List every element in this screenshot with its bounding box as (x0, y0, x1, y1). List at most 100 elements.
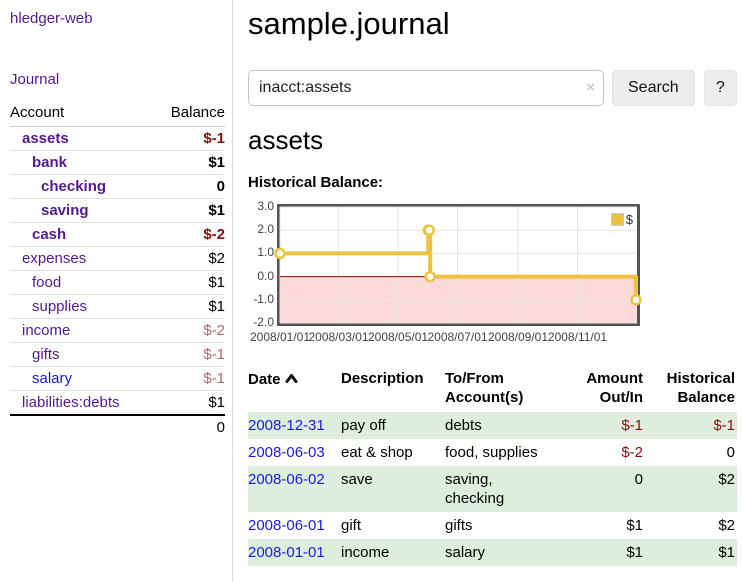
account-balance: 0 (154, 175, 225, 199)
transaction-date-link[interactable]: 2008-01-01 (248, 544, 325, 561)
date-column-header[interactable]: Date (248, 366, 341, 412)
x-axis-tick-label: 2008/03/01 (308, 330, 368, 344)
transaction-balance: $1 (645, 539, 737, 566)
account-link-assets[interactable]: assets (22, 130, 69, 147)
search-bar: × Search ? (248, 70, 737, 106)
account-row: salary $-1 (10, 367, 225, 391)
x-axis-tick-label: 2008/11/01 (548, 330, 607, 344)
account-heading: assets (248, 125, 737, 156)
transaction-amount: $1 (560, 512, 645, 539)
account-link-cash[interactable]: cash (32, 226, 66, 243)
balance-column-header: Historical Balance (645, 366, 737, 412)
transaction-amount: $-2 (560, 439, 645, 466)
accounts-total-row: 0 (10, 415, 225, 439)
account-link-income[interactable]: income (22, 322, 70, 339)
transaction-description: save (341, 466, 445, 512)
main-content: sample.journal × Search ? assets Histori… (234, 0, 742, 582)
transaction-balance: $-1 (645, 412, 737, 439)
transaction-amount: 0 (560, 466, 645, 512)
register-row: 2008-06-01 gift gifts $1 $2 (248, 512, 737, 539)
y-axis-tick-label: 2.0 (248, 222, 274, 236)
account-balance: $1 (154, 295, 225, 319)
balance-chart: 3.02.01.00.0-1.0-2.0 $ 2008/01/012008/03… (248, 204, 737, 346)
account-row: supplies $1 (10, 295, 225, 319)
x-axis-tick-label: 2008/07/01 (427, 330, 487, 344)
search-button[interactable]: Search (612, 70, 695, 106)
chart-canvas (280, 207, 637, 323)
register-row: 2008-06-02 save saving, checking 0 $2 (248, 466, 737, 512)
chart-title: Historical Balance: (248, 174, 737, 191)
y-axis-tick-label: 1.0 (248, 245, 274, 259)
transaction-description: eat & shop (341, 439, 445, 466)
transaction-amount: $-1 (560, 412, 645, 439)
account-link-gifts[interactable]: gifts (32, 346, 60, 363)
transaction-date-link[interactable]: 2008-06-03 (248, 444, 325, 461)
x-axis-tick-label: 2008/09/01 (488, 330, 548, 344)
account-balance: $-1 (154, 367, 225, 391)
description-column-header: Description (341, 366, 445, 412)
account-row: saving $1 (10, 199, 225, 223)
account-row: gifts $-1 (10, 343, 225, 367)
y-axis-tick-label: -2.0 (248, 315, 274, 329)
app-title-link[interactable]: hledger-web (10, 10, 93, 27)
account-link-bank[interactable]: bank (32, 154, 67, 171)
chart-plot: $ (277, 204, 640, 326)
accounts-column-header: Account (10, 102, 154, 127)
transaction-description: pay off (341, 412, 445, 439)
account-balance: $1 (154, 199, 225, 223)
account-row: bank $1 (10, 151, 225, 175)
transaction-date-link[interactable]: 2008-12-31 (248, 417, 325, 434)
register-row: 2008-12-31 pay off debts $-1 $-1 (248, 412, 737, 439)
account-link-checking[interactable]: checking (41, 178, 106, 195)
transaction-accounts: food, supplies (445, 439, 560, 466)
account-row: expenses $2 (10, 247, 225, 271)
account-row: liabilities:debts $1 (10, 391, 225, 416)
transaction-balance: $2 (645, 466, 737, 512)
search-input[interactable] (248, 70, 604, 106)
amount-column-header: Amount Out/In (560, 366, 645, 412)
clear-search-icon[interactable]: × (586, 79, 595, 96)
transaction-accounts: saving, checking (445, 466, 560, 512)
account-link-liabilities-debts[interactable]: liabilities:debts (22, 394, 120, 411)
sidebar-item-journal[interactable]: Journal (10, 71, 59, 88)
transaction-accounts: gifts (445, 512, 560, 539)
account-row: income $-2 (10, 319, 225, 343)
accounts-total-value: 0 (154, 415, 225, 439)
account-link-food[interactable]: food (32, 274, 61, 291)
help-button[interactable]: ? (704, 70, 737, 106)
y-axis-tick-label: -1.0 (248, 292, 274, 306)
account-link-expenses[interactable]: expenses (22, 250, 86, 267)
x-axis-tick-label: 2008/01/01 (250, 330, 310, 344)
register-row: 2008-06-03 eat & shop food, supplies $-2… (248, 439, 737, 466)
account-balance: $-1 (154, 127, 225, 151)
account-link-saving[interactable]: saving (41, 202, 89, 219)
register-table: Date Description To/From Account(s) Amou… (248, 366, 737, 566)
balance-column-header: Balance (154, 102, 225, 127)
account-link-salary[interactable]: salary (32, 370, 72, 387)
accounts-column-header: To/From Account(s) (445, 366, 560, 412)
transaction-amount: $1 (560, 539, 645, 566)
y-axis-tick-label: 3.0 (248, 199, 274, 213)
account-row: food $1 (10, 271, 225, 295)
account-balance: $-2 (154, 223, 225, 247)
account-link-supplies[interactable]: supplies (32, 298, 87, 315)
sidebar: hledger-web Journal Account Balance asse… (0, 0, 233, 582)
accounts-balance-table: Account Balance assets $-1 bank $1 check… (10, 102, 225, 439)
account-balance: $1 (154, 151, 225, 175)
account-row: checking 0 (10, 175, 225, 199)
account-balance: $1 (154, 271, 225, 295)
account-row: assets $-1 (10, 127, 225, 151)
transaction-description: income (341, 539, 445, 566)
transaction-balance: 0 (645, 439, 737, 466)
y-axis-tick-label: 0.0 (248, 269, 274, 283)
transaction-date-link[interactable]: 2008-06-02 (248, 471, 325, 488)
transaction-accounts: salary (445, 539, 560, 566)
x-axis-tick-label: 2008/05/01 (368, 330, 428, 344)
account-balance: $1 (154, 391, 225, 416)
account-balance: $-2 (154, 319, 225, 343)
legend-swatch-icon (611, 213, 624, 226)
transaction-accounts: debts (445, 412, 560, 439)
transaction-balance: $2 (645, 512, 737, 539)
transaction-date-link[interactable]: 2008-06-01 (248, 517, 325, 534)
sort-ascending-icon (285, 369, 298, 388)
